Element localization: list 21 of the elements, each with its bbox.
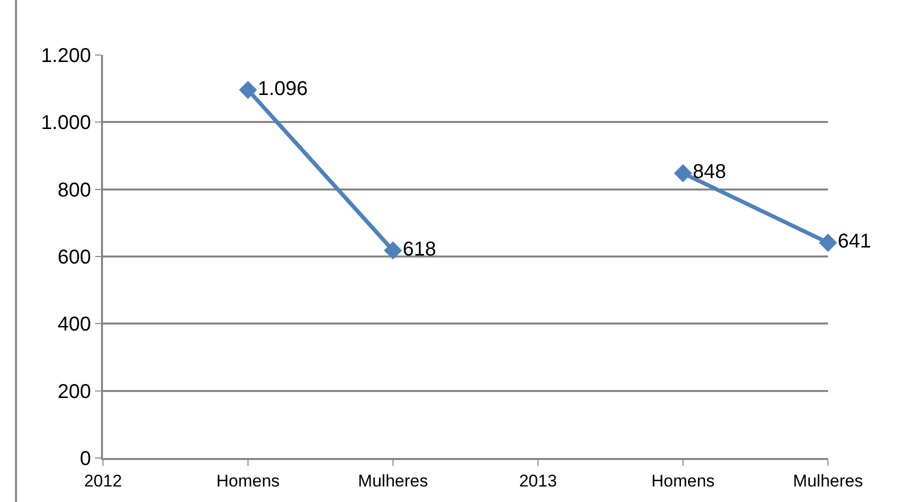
x-tick-label: 2013: [519, 471, 557, 490]
y-tick-label: 400: [58, 314, 91, 336]
data-label: 848: [692, 161, 726, 184]
data-label: 618: [402, 238, 436, 260]
y-tick-label: 200: [58, 380, 91, 403]
y-tick-label: 800: [58, 179, 91, 202]
x-tick-label: Mulheres: [358, 471, 428, 490]
data-label: 1.096: [258, 78, 308, 100]
x-tick-label: 2012: [84, 471, 122, 490]
point: [674, 164, 692, 182]
y-tick-label: 1.000: [40, 112, 91, 134]
y-tick-label: 600: [58, 246, 91, 268]
point: [238, 80, 258, 100]
data-label: 641: [838, 230, 872, 253]
y-tick-label: 1.200: [40, 45, 91, 67]
x-tick-label: Homens: [651, 471, 715, 490]
y-tick-label: 0: [80, 448, 91, 470]
point: [384, 241, 402, 260]
x-tick-label: Mulheres: [793, 471, 863, 490]
x-tick-label: Homens: [216, 471, 280, 490]
point: [818, 234, 838, 252]
